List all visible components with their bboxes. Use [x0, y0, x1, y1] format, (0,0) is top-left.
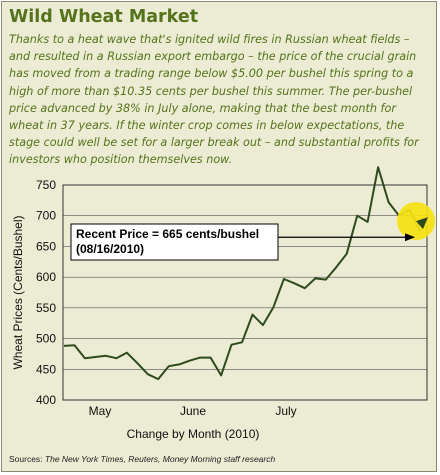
wheat-price-line [63, 166, 421, 381]
x-tick-label: June [180, 404, 206, 418]
y-tick-label: 700 [36, 209, 56, 223]
y-tick-label: 650 [36, 239, 56, 253]
plot-area-border [62, 184, 428, 401]
chart-title: Wild Wheat Market [9, 7, 199, 27]
y-tick-label: 600 [36, 270, 56, 284]
x-tick-label: May [89, 404, 112, 418]
gridlines [63, 184, 427, 401]
x-tick-label: July [275, 404, 296, 418]
y-axis-ticks: 400 450 500 550 600 650 700 750 [36, 178, 56, 407]
y-tick-label: 400 [36, 393, 56, 407]
y-axis-label: Wheat Prices (Cents/Bushel) [11, 215, 25, 369]
current-price-marker [416, 217, 428, 230]
callout-price-label: Recent Price = 665 cents/bushel [76, 227, 259, 241]
x-axis-ticks: May June July [89, 404, 297, 418]
callout-date-label: (08/16/2010) [76, 242, 144, 256]
y-tick-label: 750 [36, 178, 56, 192]
y-tick-label: 550 [36, 301, 56, 315]
y-tick-label: 500 [36, 332, 56, 346]
source-prefix: Sources: [9, 454, 45, 464]
description-text: Thanks to a heat wave that's ignited wil… [9, 33, 419, 167]
x-axis-label: Change by Month (2010) [127, 427, 260, 441]
recent-price-callout: Recent Price = 665 cents/bushel (08/16/2… [70, 217, 428, 261]
source-names: The New York Times, Reuters, Money Morni… [44, 454, 276, 464]
y-tick-label: 450 [36, 362, 56, 376]
source-note: Sources: The New York Times, Reuters, Mo… [9, 454, 275, 464]
callout-box [70, 223, 279, 261]
